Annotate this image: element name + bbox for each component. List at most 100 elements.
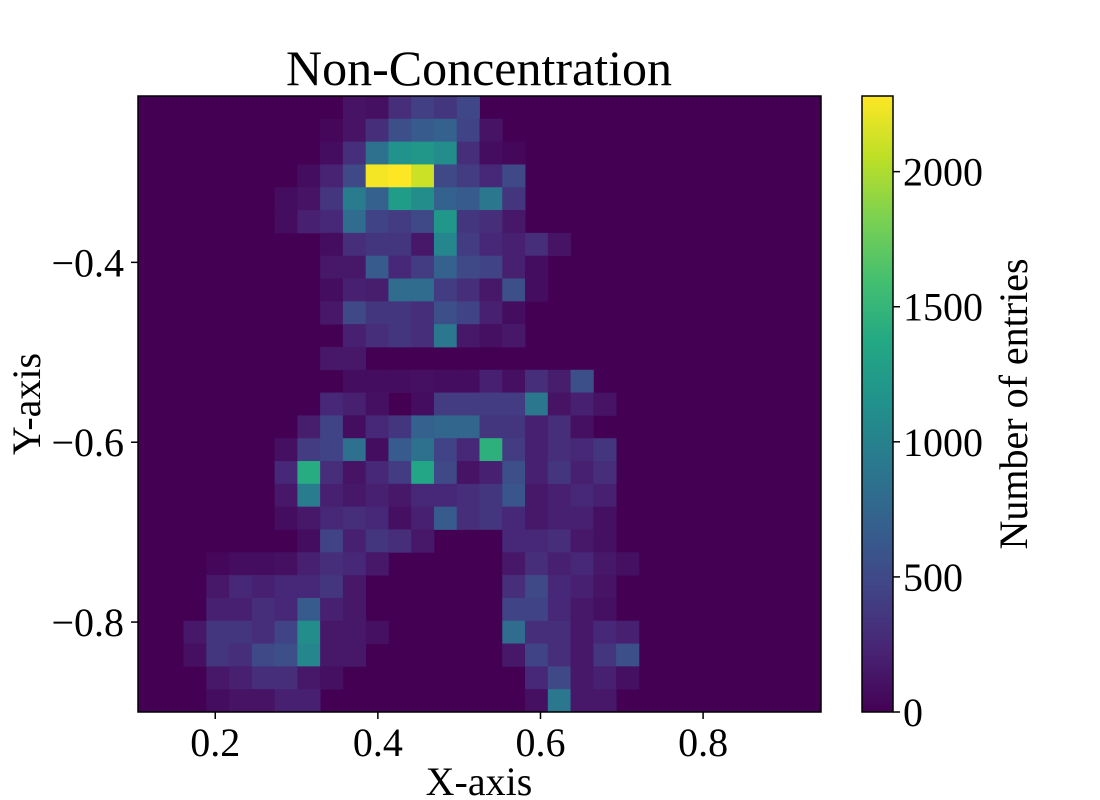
- heatmap-cell: [502, 529, 526, 553]
- heatmap-cell: [320, 392, 344, 416]
- heatmap-cell: [297, 506, 321, 530]
- heatmap-cell: [297, 575, 321, 599]
- heatmap-cell: [547, 643, 571, 667]
- heatmap-cell: [525, 255, 549, 279]
- heatmap-cell: [570, 392, 594, 416]
- heatmap-cell: [456, 483, 480, 508]
- heatmap-cell: [433, 324, 458, 348]
- heatmap-cell: [365, 141, 389, 165]
- heatmap-cell: [525, 415, 549, 439]
- heatmap-cell: [320, 187, 344, 211]
- heatmap-cell: [274, 552, 298, 576]
- heatmap-cell: [525, 369, 549, 393]
- heatmap-cell: [297, 689, 321, 713]
- heatmap-cell: [297, 529, 321, 553]
- heatmap-cell: [388, 301, 412, 325]
- heatmap-cell: [525, 438, 549, 462]
- heatmap-cell: [525, 620, 549, 644]
- colorbar-tick-label: 500: [903, 555, 963, 600]
- heatmap-cell: [456, 164, 480, 188]
- heatmap-cell: [365, 324, 389, 348]
- heatmap-cell: [297, 597, 321, 622]
- heatmap-cell: [342, 392, 367, 416]
- heatmap-cell: [342, 415, 367, 439]
- heatmap-cell: [411, 415, 435, 439]
- heatmap-cell: [616, 643, 640, 667]
- heatmap-cell: [342, 187, 367, 211]
- heatmap-cell: [320, 301, 344, 325]
- heatmap-cell: [547, 620, 571, 644]
- colorbar-tick-label: 2000: [903, 150, 983, 195]
- heatmap-cell: [433, 96, 458, 120]
- heatmap-cell: [411, 141, 435, 165]
- heatmap-cell: [547, 575, 571, 599]
- heatmap-cell: [183, 620, 207, 644]
- heatmap-cell: [342, 255, 367, 279]
- heatmap-cell: [456, 415, 480, 439]
- heatmap-cell: [365, 187, 389, 211]
- heatmap-cell: [502, 210, 526, 234]
- heatmap-cell: [320, 620, 344, 644]
- heatmap-cell: [502, 506, 526, 530]
- heatmap-cell: [502, 597, 526, 622]
- heatmap-cell: [365, 620, 389, 644]
- colorbar: [861, 95, 894, 713]
- heatmap-cell: [251, 552, 275, 576]
- heatmap-cell: [297, 438, 321, 462]
- heatmap-cell: [502, 232, 526, 257]
- heatmap-cell: [525, 506, 549, 530]
- heatmap-cell: [456, 392, 480, 416]
- heatmap-cell: [297, 643, 321, 667]
- heatmap-cell: [547, 597, 571, 622]
- heatmap-cell: [411, 529, 435, 553]
- y-tick-label: −0.6: [51, 420, 124, 465]
- heatmap-cell: [479, 232, 503, 257]
- heatmap-cell: [365, 210, 389, 234]
- heatmap-cell: [342, 324, 367, 348]
- heatmap-cell: [411, 278, 435, 302]
- heatmap-cell: [183, 643, 207, 667]
- heatmap-cell: [433, 415, 458, 439]
- heatmap-cell: [433, 210, 458, 234]
- heatmap-cell: [525, 689, 549, 713]
- heatmap-cell: [570, 552, 594, 576]
- heatmap-cell: [206, 575, 230, 599]
- heatmap-cell: [320, 552, 344, 576]
- heatmap-cell: [593, 689, 617, 713]
- heatmap-cell: [388, 118, 412, 143]
- heatmap-cell: [297, 461, 321, 485]
- heatmap-cell: [456, 141, 480, 165]
- heatmap-cell: [479, 164, 503, 188]
- heatmap-cell: [365, 301, 389, 325]
- heatmap-cell: [479, 141, 503, 165]
- heatmap-cell: [593, 506, 617, 530]
- heatmap-cell: [342, 597, 367, 622]
- heatmap-cell: [547, 483, 571, 508]
- heatmap-cell: [411, 301, 435, 325]
- heatmap-cell: [502, 255, 526, 279]
- heatmap-cell: [297, 164, 321, 188]
- heatmap-cell: [342, 346, 367, 371]
- heatmap-cell: [433, 438, 458, 462]
- heatmap-cell: [274, 210, 298, 234]
- heatmap-cell: [479, 210, 503, 234]
- heatmap-cell: [342, 118, 367, 143]
- x-tick-label: 0.4: [353, 720, 403, 765]
- heatmap-cell: [479, 392, 503, 416]
- heatmap-cell: [411, 483, 435, 508]
- colorbar-tick-label: 1500: [903, 285, 983, 330]
- heatmap-cell: [502, 461, 526, 485]
- heatmap-cell: [320, 415, 344, 439]
- heatmap-cell: [433, 392, 458, 416]
- heatmap-cell: [479, 506, 503, 530]
- heatmap-cell: [456, 232, 480, 257]
- colorbar-tick-label: 1000: [903, 420, 983, 465]
- heatmap-cell: [593, 666, 617, 690]
- heatmap-cell: [365, 392, 389, 416]
- heatmap-cell: [479, 324, 503, 348]
- heatmap-cell: [502, 369, 526, 393]
- heatmap-cell: [456, 301, 480, 325]
- heatmap-cell: [365, 96, 389, 120]
- heatmap-cell: [411, 232, 435, 257]
- heatmap-cell: [342, 575, 367, 599]
